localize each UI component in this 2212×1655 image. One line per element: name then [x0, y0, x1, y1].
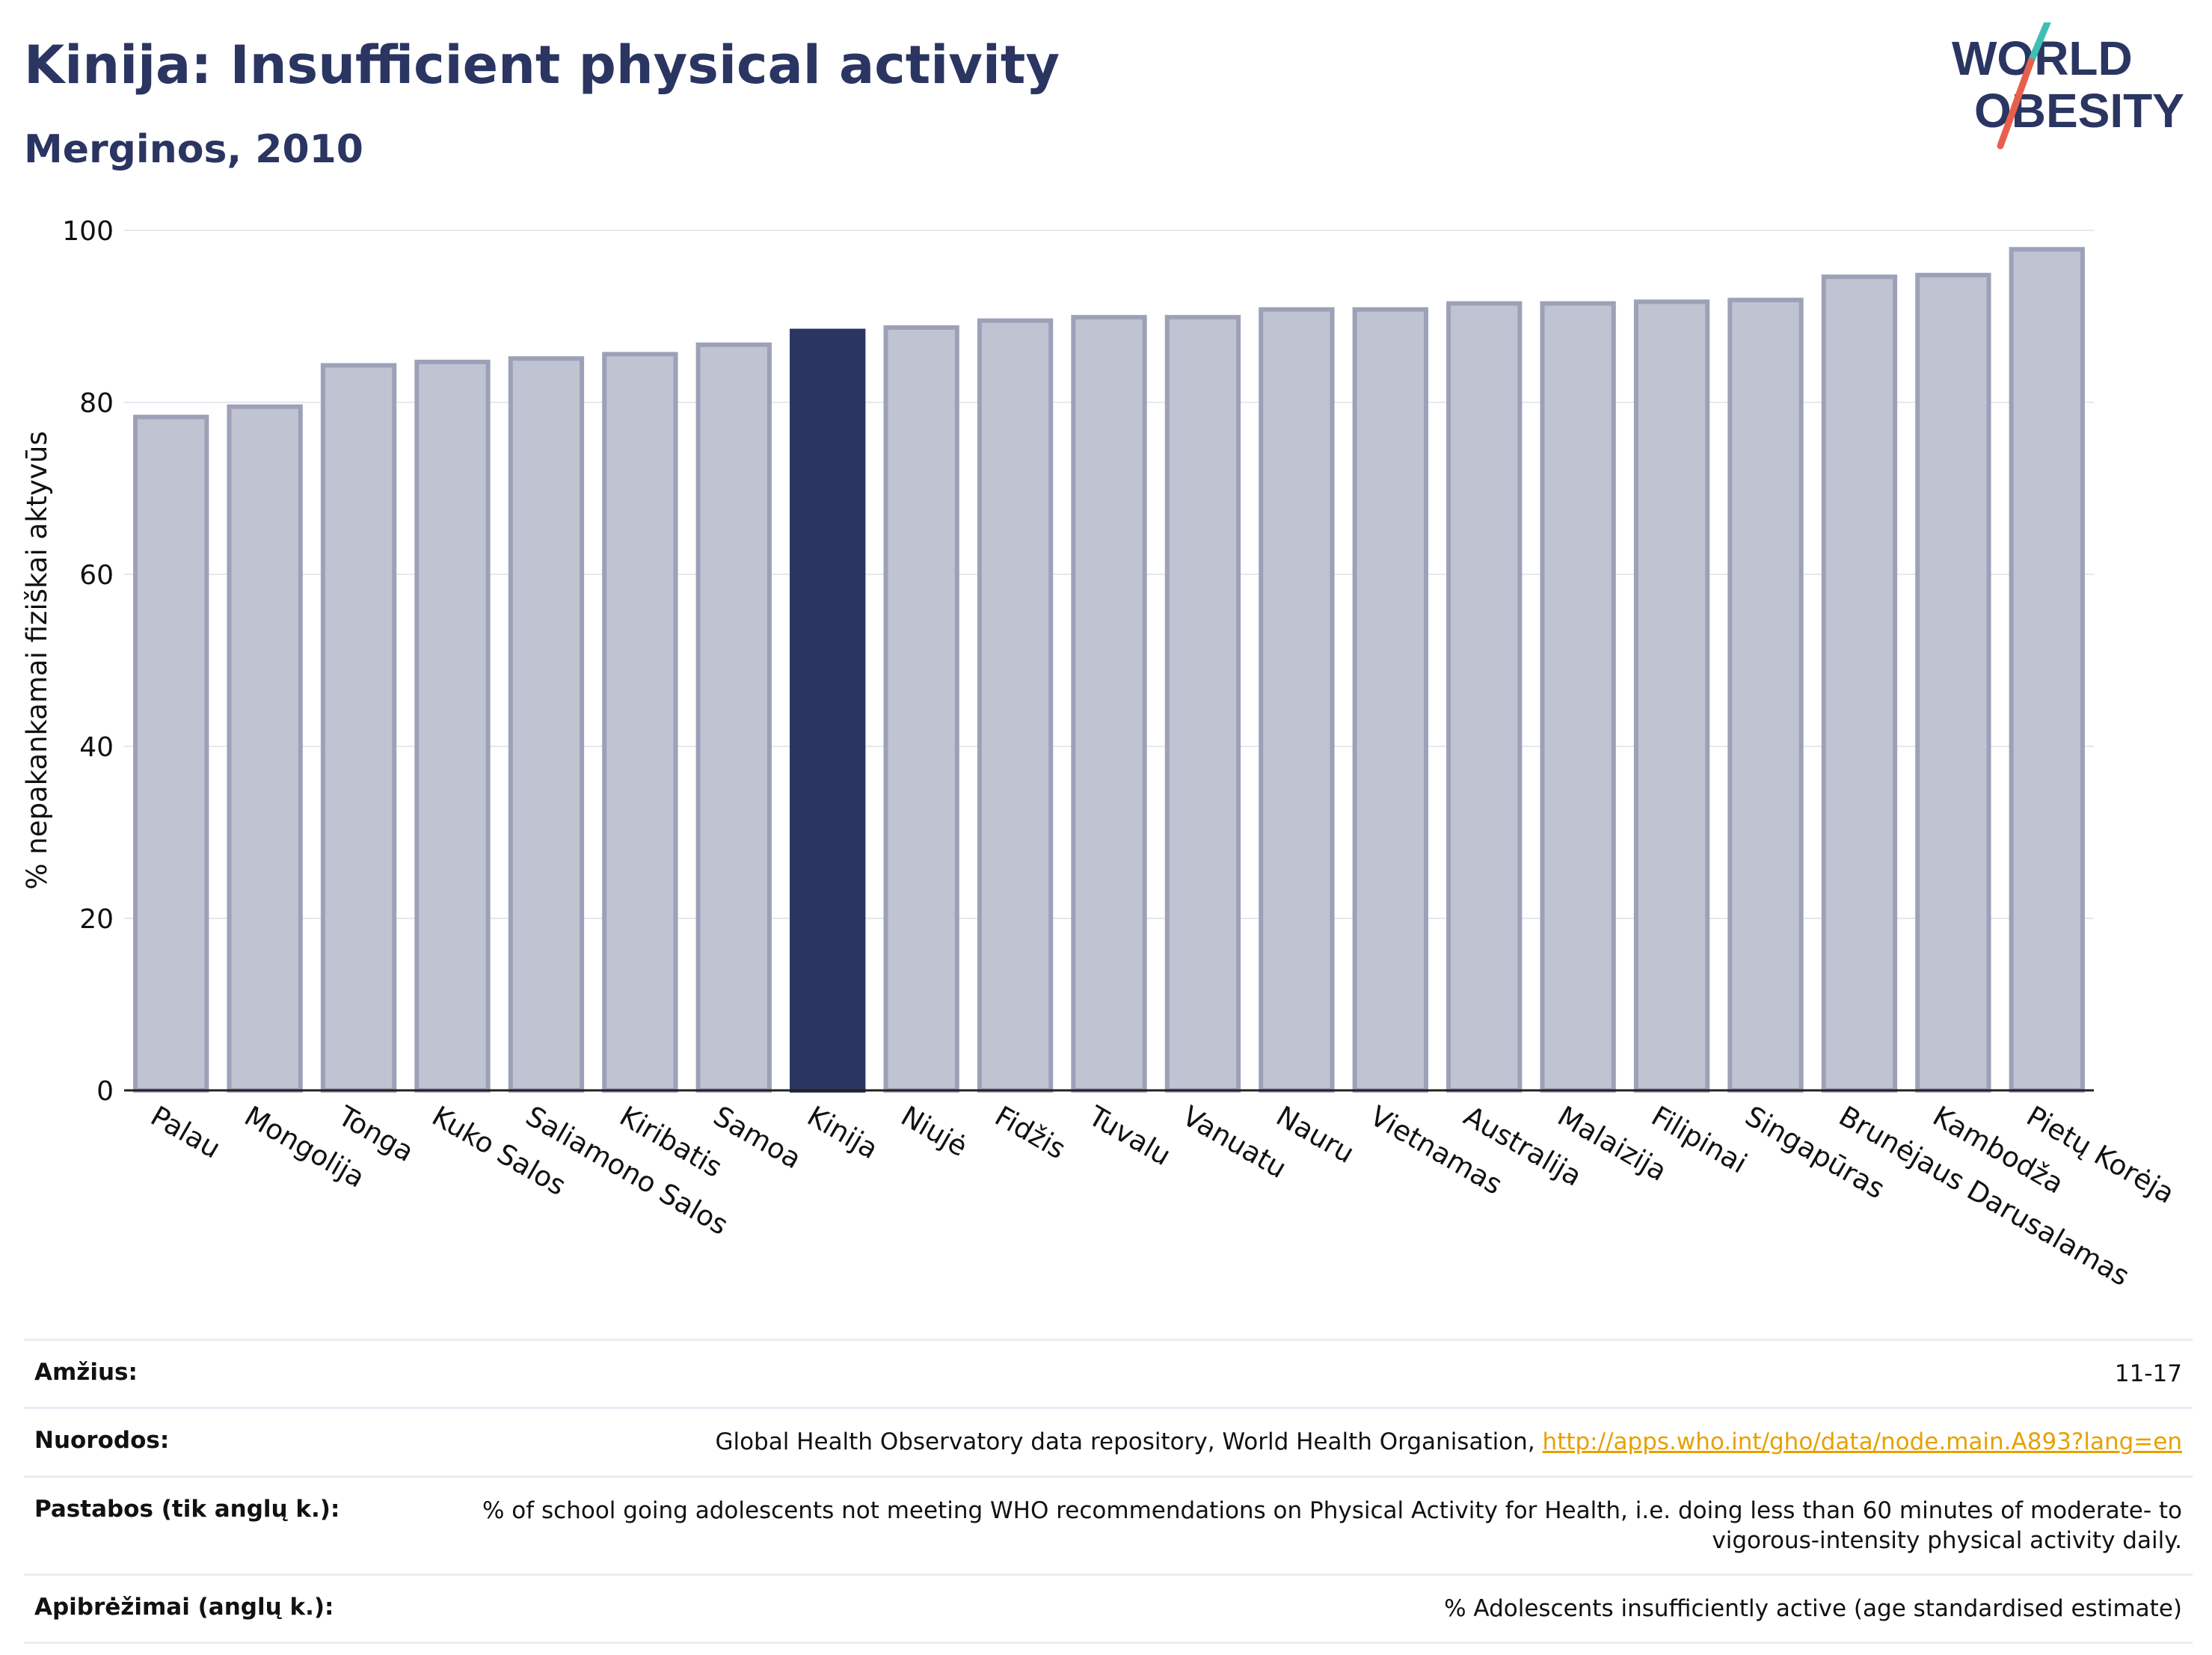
y-tick-label: 60 — [79, 560, 114, 591]
bar-nauru — [1259, 307, 1335, 1093]
bar-palau — [133, 414, 209, 1093]
bar-vanuatu — [1164, 315, 1241, 1093]
bar-samoa — [695, 342, 772, 1093]
bar-mongolija — [227, 404, 303, 1093]
bar-kuko-salos — [414, 359, 491, 1093]
footer-source-label: Nuorodos: — [34, 1427, 170, 1455]
footer-row-source: Nuorodos: Global Health Observatory data… — [24, 1407, 2193, 1475]
logo-slash-red — [1997, 58, 2035, 150]
x-tick-label: Palau — [145, 1100, 226, 1165]
x-tick-label: Niujė — [896, 1100, 973, 1163]
footer-row-age: Amžius: 11-17 — [24, 1339, 2193, 1407]
page-subtitle: Merginos, 2010 — [24, 127, 363, 172]
bar-saliamono-salos — [508, 356, 585, 1093]
bar-tonga — [320, 363, 397, 1093]
bar-australija — [1446, 301, 1523, 1093]
bar-kiribatis — [602, 351, 678, 1093]
x-tick-label: Tuvalu — [1083, 1099, 1176, 1172]
bar-fidžis — [977, 318, 1054, 1093]
bar-kambodža — [1915, 272, 1991, 1093]
bar-malaizija — [1540, 301, 1616, 1093]
footer-age-label: Amžius: — [34, 1359, 138, 1386]
bar-pietų-korėja — [2009, 247, 2085, 1093]
x-tick-label: Fidžis — [989, 1100, 1071, 1166]
y-tick-label: 0 — [96, 1076, 114, 1107]
footer-source-value: Global Health Observatory data repositor… — [715, 1427, 2182, 1457]
logo-slash-teal — [2027, 22, 2051, 65]
y-axis-label: % nepakankamai fiziškai aktyvūs — [21, 431, 53, 889]
footer-notes-label: Pastabos (tik anglų k.): — [34, 1495, 340, 1523]
footer-source-text: Global Health Observatory data repositor… — [715, 1428, 1543, 1456]
footer-definitions-label: Apibrėžimai (anglų k.): — [34, 1594, 334, 1621]
bar-kinija — [790, 328, 866, 1093]
x-tick-label: Vanuatu — [1177, 1100, 1292, 1185]
chart-footer: Amžius: 11-17 Nuorodos: Global Health Ob… — [24, 1339, 2193, 1645]
y-tick-label: 20 — [79, 904, 114, 935]
y-tick-label: 40 — [79, 732, 114, 763]
bar-vietnamas — [1352, 307, 1428, 1093]
bar-singapūras — [1727, 298, 1804, 1093]
footer-source-link[interactable]: http://apps.who.int/gho/data/node.main.A… — [1542, 1428, 2182, 1456]
y-tick-label: 80 — [79, 388, 114, 419]
bar-niujė — [883, 325, 959, 1093]
y-tick-label: 100 — [62, 216, 114, 247]
footer-row-notes: Pastabos (tik anglų k.): % of school goi… — [24, 1475, 2193, 1574]
footer-definitions-value: % Adolescents insufficiently active (age… — [1444, 1595, 2182, 1623]
bar-tuvalu — [1071, 315, 1147, 1093]
footer-age-value: 11-17 — [2114, 1360, 2182, 1387]
x-tick-label: Kinija — [802, 1100, 883, 1166]
page-title: Kinija: Insufficient physical activity — [24, 34, 1060, 96]
bars — [133, 247, 2085, 1093]
footer-row-definitions: Apibrėžimai (anglų k.): % Adolescents in… — [24, 1573, 2193, 1645]
footer-notes-value: % of school going adolescents not meetin… — [482, 1496, 2182, 1554]
world-obesity-logo: WORLD OBESITY — [1952, 22, 2184, 150]
y-axis-ticks: 0 20 40 60 80 100 — [62, 216, 114, 1107]
bar-filipinai — [1633, 299, 1710, 1093]
bar-brunėjaus-darusalamas — [1821, 274, 1898, 1093]
